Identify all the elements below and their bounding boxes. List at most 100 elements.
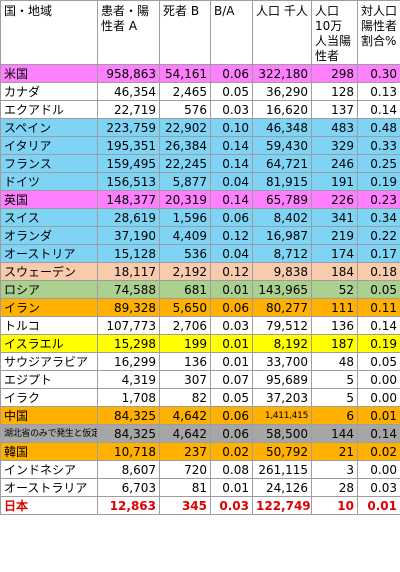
ratio-cell: 0.01 xyxy=(210,352,253,371)
deaths-cell: 81 xyxy=(159,478,211,497)
percent-cell: 0.11 xyxy=(357,298,400,317)
percent-cell: 0.48 xyxy=(357,118,400,137)
table-row: ドイツ 156,513 5,877 0.04 81,915 191 0.19 xyxy=(0,172,400,191)
per100k-cell: 10 xyxy=(311,496,358,515)
cases-cell: 15,128 xyxy=(97,244,160,263)
ratio-cell: 0.14 xyxy=(210,136,253,155)
cases-cell: 8,607 xyxy=(97,460,160,479)
deaths-cell: 26,384 xyxy=(159,136,211,155)
ratio-cell: 0.03 xyxy=(210,496,253,515)
country-cell: インドネシア xyxy=(0,460,98,479)
population-cell: 80,277 xyxy=(252,298,312,317)
percent-cell: 0.34 xyxy=(357,208,400,227)
country-cell: オーストラリア xyxy=(0,478,98,497)
table-row: 韓国 10,718 237 0.02 50,792 21 0.02 xyxy=(0,442,400,461)
header-ratio: B/A xyxy=(210,0,253,65)
ratio-cell: 0.04 xyxy=(210,244,253,263)
table-row: 英国 148,377 20,319 0.14 65,789 226 0.23 xyxy=(0,190,400,209)
population-cell: 9,838 xyxy=(252,262,312,281)
deaths-cell: 2,192 xyxy=(159,262,211,281)
cases-cell: 107,773 xyxy=(97,316,160,335)
cases-cell: 1,708 xyxy=(97,388,160,407)
ratio-cell: 0.10 xyxy=(210,118,253,137)
population-cell: 16,620 xyxy=(252,100,312,119)
cases-cell: 195,351 xyxy=(97,136,160,155)
cases-cell: 159,495 xyxy=(97,154,160,173)
population-cell: 33,700 xyxy=(252,352,312,371)
percent-cell: 0.19 xyxy=(357,172,400,191)
cases-cell: 16,299 xyxy=(97,352,160,371)
population-cell: 37,203 xyxy=(252,388,312,407)
table-row: 中国 84,325 4,642 0.06 1,411,415 6 0.01 xyxy=(0,406,400,425)
deaths-cell: 22,902 xyxy=(159,118,211,137)
population-cell: 1,411,415 xyxy=(252,406,312,425)
country-cell: スウェーデン xyxy=(0,262,98,281)
percent-cell: 0.14 xyxy=(357,316,400,335)
per100k-cell: 111 xyxy=(311,298,358,317)
cases-cell: 22,719 xyxy=(97,100,160,119)
per100k-cell: 191 xyxy=(311,172,358,191)
header-percent: 対人口陽性者割合% xyxy=(357,0,400,65)
country-cell: 湖北省のみで発生と仮定 xyxy=(0,424,98,443)
table-row: イスラエル 15,298 199 0.01 8,192 187 0.19 xyxy=(0,334,400,353)
population-cell: 261,115 xyxy=(252,460,312,479)
cases-cell: 223,759 xyxy=(97,118,160,137)
population-cell: 95,689 xyxy=(252,370,312,389)
cases-cell: 156,513 xyxy=(97,172,160,191)
deaths-cell: 576 xyxy=(159,100,211,119)
per100k-cell: 341 xyxy=(311,208,358,227)
country-cell: エジプト xyxy=(0,370,98,389)
country-cell: イスラエル xyxy=(0,334,98,353)
percent-cell: 0.18 xyxy=(357,262,400,281)
per100k-cell: 6 xyxy=(311,406,358,425)
cases-cell: 6,703 xyxy=(97,478,160,497)
header-row: 国・地域 患者・陽性者 A 死者 B B/A 人口 千人 人口10万人当陽性者 … xyxy=(0,0,400,65)
country-cell: 日本 xyxy=(0,496,98,515)
country-cell: 英国 xyxy=(0,190,98,209)
cases-cell: 84,325 xyxy=(97,406,160,425)
deaths-cell: 5,650 xyxy=(159,298,211,317)
header-cases: 患者・陽性者 A xyxy=(97,0,160,65)
per100k-cell: 137 xyxy=(311,100,358,119)
deaths-cell: 199 xyxy=(159,334,211,353)
population-cell: 65,789 xyxy=(252,190,312,209)
country-cell: 米国 xyxy=(0,64,98,83)
cases-cell: 89,328 xyxy=(97,298,160,317)
country-cell: スペイン xyxy=(0,118,98,137)
cases-cell: 37,190 xyxy=(97,226,160,245)
table-row: エクアドル 22,719 576 0.03 16,620 137 0.14 xyxy=(0,100,400,119)
population-cell: 79,512 xyxy=(252,316,312,335)
percent-cell: 0.22 xyxy=(357,226,400,245)
covid-stats-table: 国・地域 患者・陽性者 A 死者 B B/A 人口 千人 人口10万人当陽性者 … xyxy=(0,0,400,515)
population-cell: 50,792 xyxy=(252,442,312,461)
table-row: オランダ 37,190 4,409 0.12 16,987 219 0.22 xyxy=(0,226,400,245)
country-cell: ロシア xyxy=(0,280,98,299)
population-cell: 322,180 xyxy=(252,64,312,83)
cases-cell: 4,319 xyxy=(97,370,160,389)
ratio-cell: 0.06 xyxy=(210,424,253,443)
table-row: オーストリア 15,128 536 0.04 8,712 174 0.17 xyxy=(0,244,400,263)
per100k-cell: 128 xyxy=(311,82,358,101)
deaths-cell: 2,465 xyxy=(159,82,211,101)
percent-cell: 0.01 xyxy=(357,496,400,515)
deaths-cell: 536 xyxy=(159,244,211,263)
deaths-cell: 345 xyxy=(159,496,211,515)
country-cell: イラン xyxy=(0,298,98,317)
per100k-cell: 52 xyxy=(311,280,358,299)
cases-cell: 18,117 xyxy=(97,262,160,281)
table-row: トルコ 107,773 2,706 0.03 79,512 136 0.14 xyxy=(0,316,400,335)
ratio-cell: 0.08 xyxy=(210,460,253,479)
percent-cell: 0.14 xyxy=(357,424,400,443)
table-row: イラン 89,328 5,650 0.06 80,277 111 0.11 xyxy=(0,298,400,317)
deaths-cell: 2,706 xyxy=(159,316,211,335)
table-row: カナダ 46,354 2,465 0.05 36,290 128 0.13 xyxy=(0,82,400,101)
header-per100k: 人口10万人当陽性者 xyxy=(311,0,358,65)
country-cell: エクアドル xyxy=(0,100,98,119)
per100k-cell: 5 xyxy=(311,388,358,407)
per100k-cell: 144 xyxy=(311,424,358,443)
table-row: サウジアラビア 16,299 136 0.01 33,700 48 0.05 xyxy=(0,352,400,371)
table-row: 米国 958,863 54,161 0.06 322,180 298 0.30 xyxy=(0,64,400,83)
cases-cell: 10,718 xyxy=(97,442,160,461)
population-cell: 81,915 xyxy=(252,172,312,191)
header-country: 国・地域 xyxy=(0,0,98,65)
